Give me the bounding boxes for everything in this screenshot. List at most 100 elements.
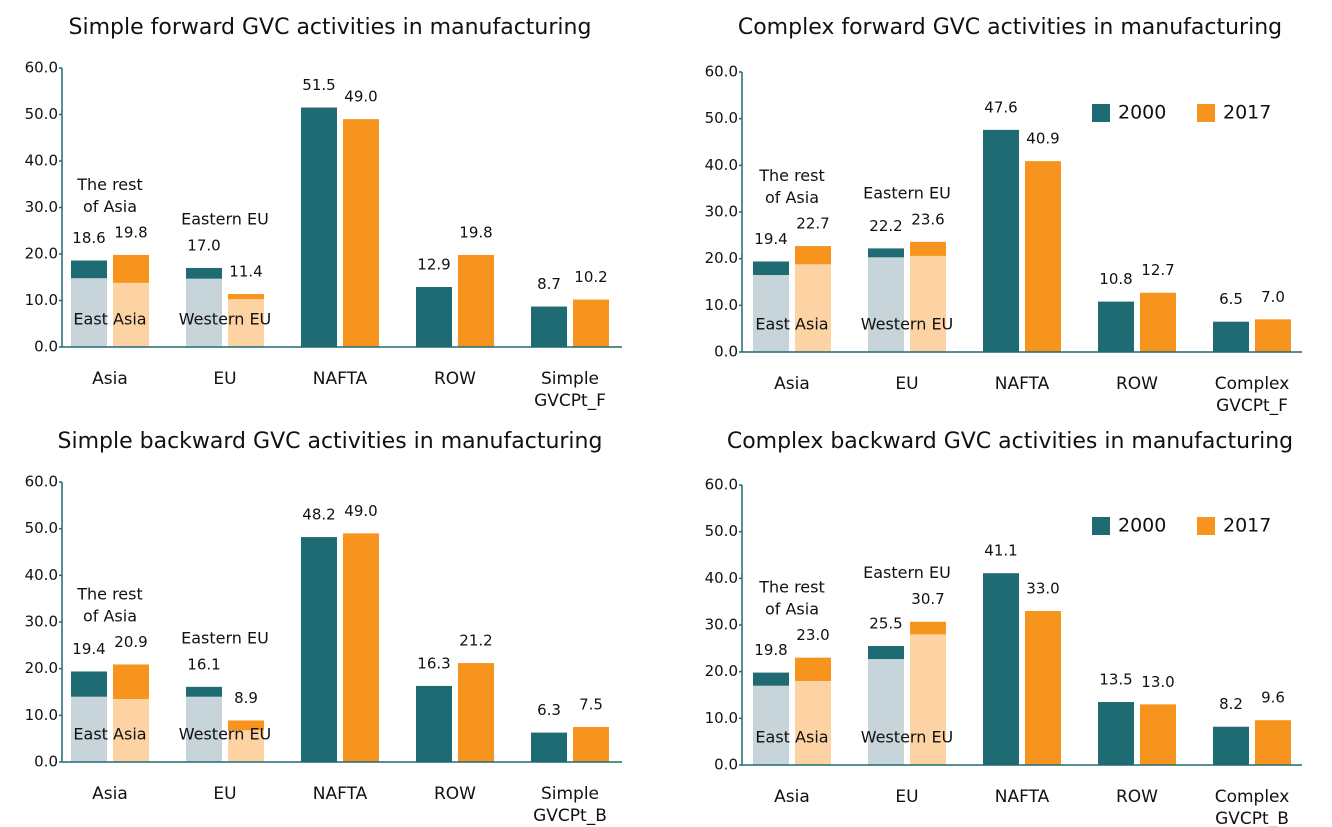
bar bbox=[1213, 321, 1249, 352]
data-label: 6.3 bbox=[537, 701, 561, 719]
data-label: 16.1 bbox=[187, 655, 220, 673]
bar bbox=[343, 119, 379, 348]
data-label: 12.9 bbox=[417, 256, 450, 274]
y-tick-label: 0.0 bbox=[34, 338, 58, 356]
x-tick-label: ROW bbox=[434, 369, 476, 389]
annotation: Eastern EU bbox=[863, 563, 951, 582]
bar bbox=[1098, 301, 1134, 352]
bar-segment bbox=[113, 699, 149, 762]
bar-segment bbox=[753, 275, 789, 352]
x-tick-label: EU bbox=[213, 784, 236, 804]
data-label: 8.7 bbox=[537, 275, 561, 293]
bar bbox=[1140, 292, 1176, 352]
data-label: 41.1 bbox=[984, 542, 1017, 560]
y-tick-label: 0.0 bbox=[34, 753, 58, 771]
legend-swatch bbox=[1092, 517, 1110, 535]
y-tick-label: 30.0 bbox=[25, 613, 58, 631]
data-label: 19.8 bbox=[754, 641, 787, 659]
annotation: Eastern EU bbox=[181, 209, 269, 228]
annotation: East Asia bbox=[755, 728, 828, 747]
annotation: The rest of Asia bbox=[76, 584, 143, 625]
bar bbox=[983, 573, 1019, 765]
bar-segment bbox=[868, 257, 904, 352]
bar bbox=[1025, 161, 1061, 352]
data-label: 49.0 bbox=[344, 502, 377, 520]
x-tick-label: Complex GVCPt_F bbox=[1215, 374, 1290, 416]
data-label: 11.4 bbox=[229, 262, 262, 280]
chart-title: Complex forward GVC activities in manufa… bbox=[738, 15, 1282, 40]
y-tick-label: 20.0 bbox=[25, 245, 58, 263]
bar bbox=[573, 727, 609, 762]
bar-segment bbox=[228, 299, 264, 347]
x-tick-label: Simple GVCPt_B bbox=[533, 784, 607, 826]
x-tick-label: NAFTA bbox=[313, 369, 368, 389]
data-label: 23.0 bbox=[796, 626, 829, 644]
x-tick-label: ROW bbox=[1116, 787, 1158, 807]
bar bbox=[301, 107, 337, 348]
data-label: 49.0 bbox=[344, 88, 377, 106]
y-tick-label: 0.0 bbox=[714, 343, 738, 361]
chart-title: Simple forward GVC activities in manufac… bbox=[69, 15, 592, 40]
bar bbox=[343, 533, 379, 762]
legend-label: 2000 bbox=[1118, 102, 1166, 124]
y-tick-label: 10.0 bbox=[25, 706, 58, 724]
bar bbox=[983, 129, 1019, 352]
bar-segment bbox=[910, 634, 946, 765]
data-label: 20.9 bbox=[114, 633, 147, 651]
y-tick-label: 20.0 bbox=[25, 659, 58, 677]
x-tick-label: Asia bbox=[774, 787, 810, 807]
y-tick-label: 30.0 bbox=[705, 616, 738, 634]
annotation: East Asia bbox=[755, 315, 828, 334]
data-label: 13.5 bbox=[1099, 671, 1132, 689]
y-tick-label: 50.0 bbox=[705, 522, 738, 540]
y-tick-label: 30.0 bbox=[25, 198, 58, 216]
legend-label: 2017 bbox=[1223, 102, 1271, 124]
x-tick-label: NAFTA bbox=[995, 374, 1050, 394]
bar-segment bbox=[795, 681, 831, 765]
annotation: Western EU bbox=[861, 728, 954, 747]
data-label: 23.6 bbox=[911, 210, 944, 228]
x-tick-label: NAFTA bbox=[313, 784, 368, 804]
data-label: 7.0 bbox=[1261, 288, 1285, 306]
data-label: 18.6 bbox=[72, 229, 105, 247]
y-tick-label: 20.0 bbox=[705, 662, 738, 680]
data-label: 16.3 bbox=[417, 654, 450, 672]
legend-swatch bbox=[1092, 104, 1110, 122]
bar bbox=[573, 299, 609, 347]
data-label: 8.2 bbox=[1219, 695, 1243, 713]
data-label: 22.7 bbox=[796, 215, 829, 233]
bar-segment bbox=[228, 730, 264, 762]
bar-segment bbox=[868, 659, 904, 765]
bar bbox=[531, 306, 567, 347]
y-tick-label: 60.0 bbox=[705, 63, 738, 81]
data-label: 51.5 bbox=[302, 76, 335, 94]
data-label: 19.4 bbox=[754, 230, 787, 248]
y-tick-label: 50.0 bbox=[705, 109, 738, 127]
data-label: 30.7 bbox=[911, 590, 944, 608]
bar-segment bbox=[753, 685, 789, 765]
legend-label: 2017 bbox=[1223, 515, 1271, 537]
x-tick-label: EU bbox=[895, 374, 918, 394]
bar-segment bbox=[71, 278, 107, 347]
bar bbox=[458, 663, 494, 762]
bar-segment bbox=[186, 696, 222, 762]
y-tick-label: 60.0 bbox=[25, 473, 58, 491]
bar bbox=[1025, 611, 1061, 765]
annotation: Western EU bbox=[179, 310, 272, 329]
annotation: Western EU bbox=[179, 725, 272, 744]
data-label: 25.5 bbox=[869, 615, 902, 633]
bar bbox=[1255, 319, 1291, 352]
annotation: Eastern EU bbox=[181, 628, 269, 647]
legend-swatch bbox=[1197, 104, 1215, 122]
y-tick-label: 60.0 bbox=[25, 59, 58, 77]
data-label: 19.8 bbox=[459, 223, 492, 241]
data-label: 6.5 bbox=[1219, 290, 1243, 308]
bar-segment bbox=[795, 264, 831, 352]
bar bbox=[416, 685, 452, 762]
legend-swatch bbox=[1197, 517, 1215, 535]
x-tick-label: EU bbox=[213, 369, 236, 389]
bar-segment bbox=[910, 255, 946, 352]
y-tick-label: 40.0 bbox=[705, 569, 738, 587]
y-tick-label: 50.0 bbox=[25, 519, 58, 537]
